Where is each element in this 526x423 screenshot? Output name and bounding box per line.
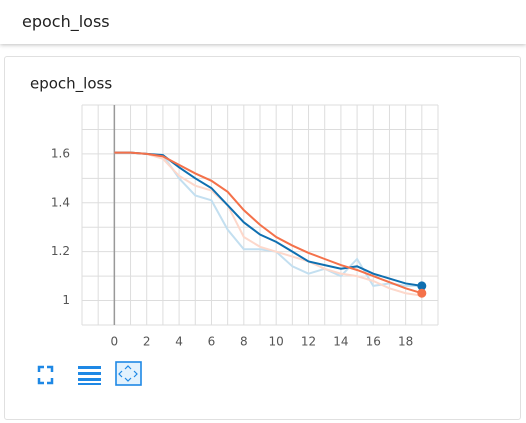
series-line xyxy=(114,151,422,287)
fit-icon[interactable] xyxy=(37,365,54,385)
x-tick-label: 6 xyxy=(208,335,216,349)
x-tick-label: 4 xyxy=(175,335,183,349)
x-tick-label: 10 xyxy=(269,335,284,349)
y-tick-label: 1 xyxy=(62,293,70,307)
x-tick-label: 14 xyxy=(333,335,348,349)
x-tick-label: 2 xyxy=(143,335,151,349)
toggle-log-icon[interactable] xyxy=(78,366,101,385)
header: epoch_loss xyxy=(0,0,526,44)
x-tick-label: 0 xyxy=(111,335,119,349)
series-line xyxy=(114,151,422,287)
header-title: epoch_loss xyxy=(22,12,110,31)
x-tick-label: 18 xyxy=(398,335,413,349)
x-tick-label: 16 xyxy=(366,335,381,349)
last-point xyxy=(417,288,427,298)
y-tick-label: 1.4 xyxy=(51,195,70,209)
zoom-icon[interactable] xyxy=(115,361,142,386)
x-tick-label: 8 xyxy=(240,335,248,349)
card xyxy=(4,56,521,420)
chart-title: epoch_loss xyxy=(30,75,112,94)
y-tick-label: 1.2 xyxy=(51,244,70,258)
series-line xyxy=(114,151,423,295)
series-line xyxy=(114,151,422,297)
y-tick-label: 1.6 xyxy=(51,146,70,160)
last-point xyxy=(417,281,427,291)
x-tick-label: 12 xyxy=(301,335,316,349)
